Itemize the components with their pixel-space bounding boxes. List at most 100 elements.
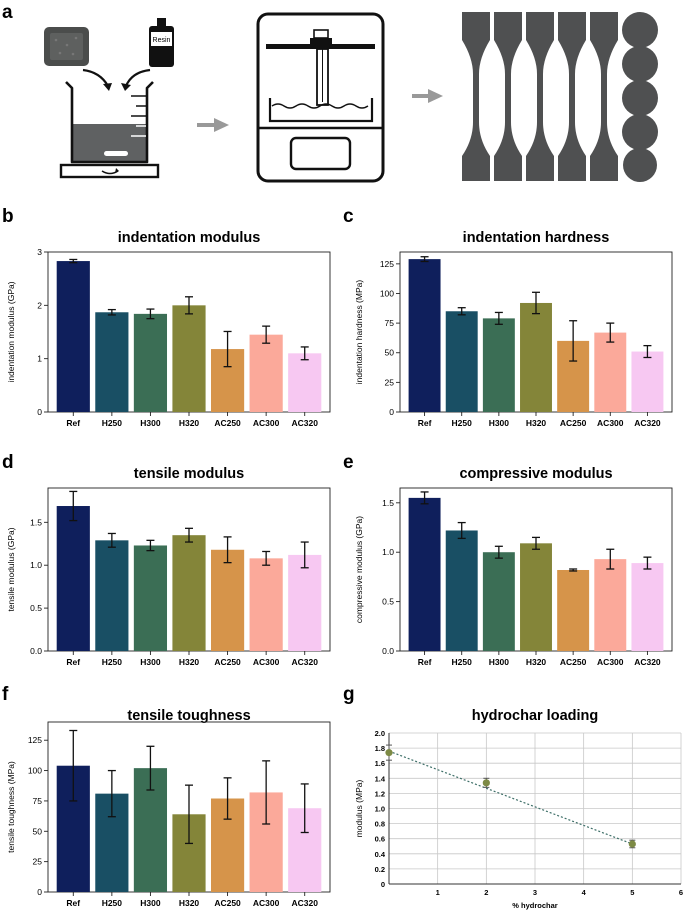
y-tick-label: 50 bbox=[385, 348, 395, 358]
resin-bottle-icon bbox=[149, 18, 174, 67]
process-arrow-1-icon bbox=[197, 118, 229, 132]
y-tick-label: 1.0 bbox=[375, 805, 385, 814]
bar-h300 bbox=[482, 552, 515, 651]
category-label: H300 bbox=[140, 418, 161, 428]
category-label: H250 bbox=[452, 657, 473, 667]
bar-ac320 bbox=[288, 353, 322, 412]
resin-label: Resin bbox=[153, 37, 171, 44]
chart-title: tensile toughness bbox=[127, 708, 250, 724]
y-tick-label: 0 bbox=[381, 880, 385, 889]
y-axis-label: compressive modulus (GPa) bbox=[354, 516, 364, 623]
y-tick-label: 0.5 bbox=[382, 597, 394, 607]
category-label: AC300 bbox=[597, 418, 624, 428]
pour-arrow-right-icon bbox=[121, 68, 151, 91]
category-label: H320 bbox=[526, 657, 547, 667]
bar-ref bbox=[56, 506, 90, 651]
panel-letter-g: g bbox=[343, 684, 355, 705]
x-axis-label: % hydrochar bbox=[512, 901, 558, 910]
chart-hydrochar-loading: hydrochar loading modulus (MPa) 0 0.2 0.4 0.6… bbox=[354, 708, 683, 910]
y-tick-label: 0.4 bbox=[375, 850, 386, 859]
chart-title: compressive modulus bbox=[459, 466, 612, 482]
category-label: H320 bbox=[179, 898, 200, 908]
data-point bbox=[385, 749, 393, 757]
y-tick-label: 1.6 bbox=[375, 759, 385, 768]
x-tick-label: 2 bbox=[484, 888, 488, 897]
category-label: AC250 bbox=[214, 657, 241, 667]
y-tick-label: 1.5 bbox=[30, 517, 42, 527]
category-label: H300 bbox=[140, 657, 161, 667]
bar-ac250 bbox=[210, 549, 245, 651]
bar-ref bbox=[56, 261, 90, 412]
category-label: AC250 bbox=[214, 418, 241, 428]
x-tick-label: 5 bbox=[630, 888, 634, 897]
bar-ac320 bbox=[631, 563, 664, 651]
bar-h300 bbox=[133, 313, 168, 412]
y-tick-label: 0.8 bbox=[375, 820, 385, 829]
process-arrow-2-icon bbox=[412, 89, 443, 103]
y-tick-label: 0 bbox=[37, 407, 42, 417]
category-label: Ref bbox=[66, 898, 80, 908]
y-tick-label: 0.5 bbox=[30, 603, 42, 613]
bar-ac300 bbox=[594, 332, 627, 412]
bar-ac300 bbox=[249, 558, 283, 651]
bar-ac320 bbox=[631, 351, 664, 412]
bar-ref bbox=[408, 497, 441, 651]
category-label: AC300 bbox=[253, 418, 280, 428]
bar-h300 bbox=[482, 318, 515, 412]
category-label: AC250 bbox=[214, 898, 241, 908]
y-tick-label: 2 bbox=[37, 300, 42, 310]
y-axis-label: indentation modulus (GPa) bbox=[6, 281, 16, 382]
category-label: AC320 bbox=[634, 657, 661, 667]
y-tick-label: 1.4 bbox=[375, 774, 386, 783]
category-label: AC300 bbox=[253, 898, 280, 908]
bar-h320 bbox=[172, 305, 206, 412]
category-label: Ref bbox=[418, 418, 432, 428]
y-tick-label: 75 bbox=[33, 796, 43, 806]
y-tick-label: 1 bbox=[37, 354, 42, 364]
data-point bbox=[628, 840, 636, 848]
category-label: H250 bbox=[452, 418, 473, 428]
y-tick-label: 1.0 bbox=[30, 560, 42, 570]
trend-line bbox=[388, 750, 633, 845]
bar-h320 bbox=[172, 535, 206, 651]
stir-plate-icon bbox=[59, 163, 160, 179]
category-label: H320 bbox=[179, 418, 200, 428]
bar-ac300 bbox=[249, 334, 283, 412]
y-tick-label: 1.2 bbox=[375, 789, 385, 798]
chart-tensile-modulus: tensile modulus tensile modulus (GPa) 0.0 0… bbox=[6, 466, 331, 667]
category-label: H300 bbox=[489, 418, 510, 428]
y-tick-label: 0.0 bbox=[30, 646, 42, 656]
panel-letter-e: e bbox=[343, 452, 354, 473]
bar-ref bbox=[408, 259, 441, 412]
category-label: AC320 bbox=[291, 898, 318, 908]
category-label: H320 bbox=[179, 657, 200, 667]
hydrochar-powder-icon bbox=[44, 27, 89, 66]
bar-ac320 bbox=[288, 554, 322, 651]
chart-title: hydrochar loading bbox=[472, 708, 599, 724]
category-label: AC300 bbox=[253, 657, 280, 667]
x-tick-label: 4 bbox=[582, 888, 587, 897]
bar-h320 bbox=[520, 543, 552, 651]
category-label: AC320 bbox=[634, 418, 661, 428]
x-tick-label: 3 bbox=[533, 888, 537, 897]
category-label: AC300 bbox=[597, 657, 624, 667]
category-label: AC320 bbox=[291, 657, 318, 667]
chart-tensile-toughness: tensile toughness tensile toughness (MPa)… bbox=[6, 708, 331, 908]
y-tick-label: 25 bbox=[385, 377, 395, 387]
category-label: H250 bbox=[102, 418, 123, 428]
panel-letter-d: d bbox=[2, 452, 14, 473]
chart-title: indentation modulus bbox=[118, 230, 261, 246]
dogbone-specimens-icon bbox=[462, 12, 658, 182]
bar-h250 bbox=[445, 530, 478, 651]
y-tick-label: 1.5 bbox=[382, 498, 394, 508]
3d-printer-icon bbox=[256, 12, 385, 183]
pour-arrow-left-icon bbox=[82, 68, 112, 91]
y-axis-label: indentation hardness (MPa) bbox=[354, 280, 364, 385]
y-tick-label: 1.8 bbox=[375, 744, 385, 753]
schematic-panel: a Resin bbox=[2, 2, 658, 183]
bar-ac300 bbox=[594, 559, 627, 651]
bar-ac250 bbox=[557, 569, 590, 651]
beaker-icon bbox=[65, 81, 154, 164]
y-tick-label: 125 bbox=[380, 259, 394, 269]
